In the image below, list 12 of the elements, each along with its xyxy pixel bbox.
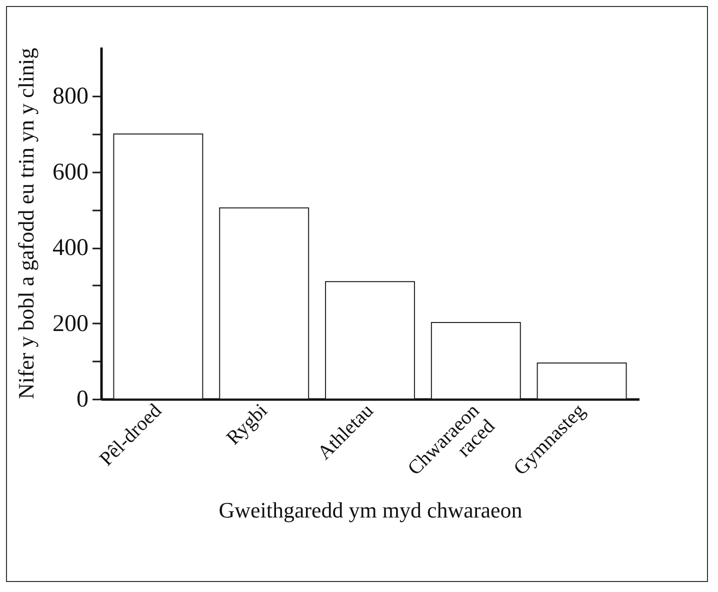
bar [430, 322, 521, 400]
bar [325, 281, 415, 400]
y-tick-label: 400 [52, 235, 88, 262]
y-tick-label: 600 [52, 159, 88, 186]
y-tick-label: 800 [52, 84, 88, 110]
bar [219, 207, 310, 400]
x-axis-title: Gweithgaredd ym myd chwaraeon [218, 498, 522, 523]
bar [536, 362, 627, 400]
y-tick-label: 200 [52, 310, 88, 337]
y-axis-title: Nifer y bobl a gafodd eu trin yn y clinig [14, 48, 38, 400]
bar [113, 134, 204, 400]
y-tick-label: 0 [76, 386, 88, 412]
